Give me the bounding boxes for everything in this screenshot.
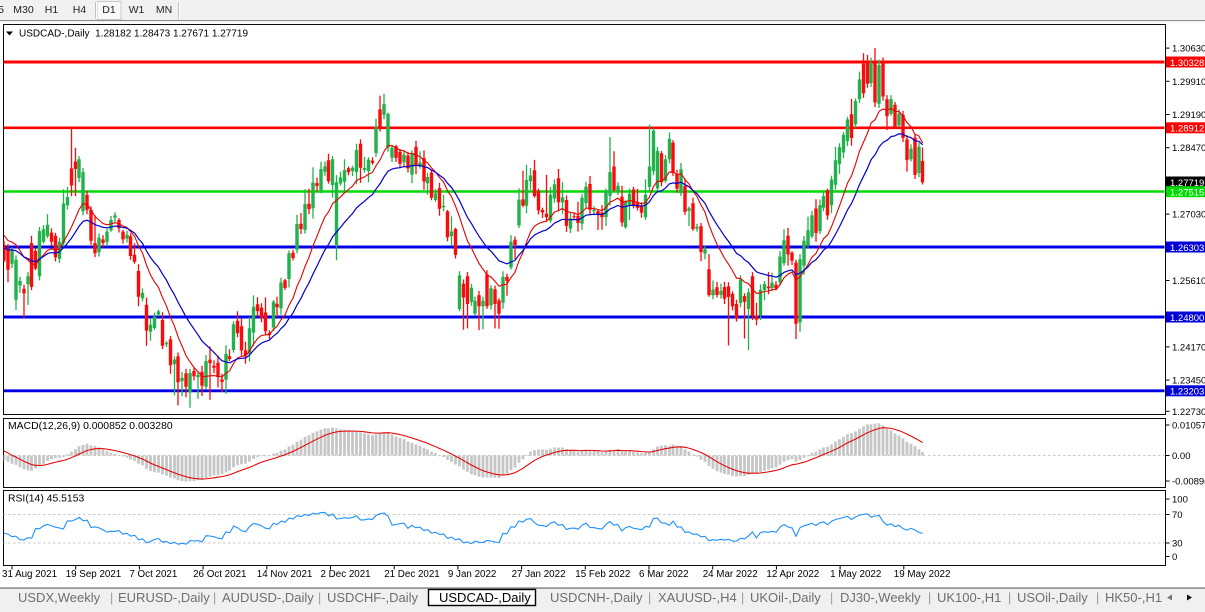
svg-text:1.27030: 1.27030 bbox=[1172, 210, 1205, 221]
svg-text:USDX,Weekly: USDX,Weekly bbox=[18, 590, 101, 605]
svg-text:USDCNH-,Daily: USDCNH-,Daily bbox=[550, 590, 643, 605]
svg-text:1 May 2022: 1 May 2022 bbox=[830, 569, 881, 580]
svg-text:1.28470: 1.28470 bbox=[1172, 143, 1205, 154]
svg-text:USDCAD-,Daily: USDCAD-,Daily bbox=[439, 590, 531, 605]
svg-text:USDCHF-,Daily: USDCHF-,Daily bbox=[327, 590, 419, 605]
svg-text:6 Mar 2022: 6 Mar 2022 bbox=[639, 569, 689, 580]
svg-text:|: | bbox=[318, 591, 321, 605]
svg-text:|: | bbox=[1008, 591, 1011, 605]
svg-text:USDCAD-,Daily 1.28182 1.28473: USDCAD-,Daily 1.28182 1.28473 1.27671 1.… bbox=[19, 29, 248, 40]
svg-text:9 Jan 2022: 9 Jan 2022 bbox=[448, 569, 496, 580]
svg-text:|: | bbox=[741, 591, 744, 605]
svg-text:21 Dec 2021: 21 Dec 2021 bbox=[384, 569, 440, 580]
svg-text:2 Dec 2021: 2 Dec 2021 bbox=[321, 569, 371, 580]
svg-text:DJ30-,Weekly: DJ30-,Weekly bbox=[840, 590, 921, 605]
svg-text:M30: M30 bbox=[13, 4, 34, 16]
svg-text:100: 100 bbox=[1172, 495, 1188, 506]
svg-text:|: | bbox=[1096, 591, 1099, 605]
svg-text:H4: H4 bbox=[73, 4, 87, 16]
svg-text:7 Oct 2021: 7 Oct 2021 bbox=[129, 569, 177, 580]
svg-text:XAUUSD-,H4: XAUUSD-,H4 bbox=[658, 590, 737, 605]
svg-text:1.29910: 1.29910 bbox=[1172, 77, 1205, 88]
svg-text:26 Oct 2021: 26 Oct 2021 bbox=[193, 569, 246, 580]
svg-text:UK100-,H1: UK100-,H1 bbox=[937, 590, 1001, 605]
svg-text:1.30328: 1.30328 bbox=[1170, 58, 1204, 69]
svg-text:27 Jan 2022: 27 Jan 2022 bbox=[512, 569, 566, 580]
svg-text:5: 5 bbox=[0, 4, 4, 16]
svg-text:|: | bbox=[110, 591, 113, 605]
svg-text:D1: D1 bbox=[102, 4, 116, 16]
svg-text:|: | bbox=[830, 591, 833, 605]
svg-text:1.27515: 1.27515 bbox=[1170, 188, 1204, 199]
svg-text:15 Feb 2022: 15 Feb 2022 bbox=[575, 569, 630, 580]
svg-text:0.010578: 0.010578 bbox=[1172, 421, 1205, 432]
svg-text:14 Nov 2021: 14 Nov 2021 bbox=[257, 569, 313, 580]
svg-text:12 Apr 2022: 12 Apr 2022 bbox=[766, 569, 819, 580]
svg-text:1.26303: 1.26303 bbox=[1170, 243, 1204, 254]
svg-text:EURUSD-,Daily: EURUSD-,Daily bbox=[118, 590, 210, 605]
svg-text:UKOil-,Daily: UKOil-,Daily bbox=[750, 590, 821, 605]
svg-text:-0.00896: -0.00896 bbox=[1172, 477, 1205, 488]
svg-text:19 Sep 2021: 19 Sep 2021 bbox=[66, 569, 122, 580]
svg-text:W1: W1 bbox=[129, 4, 145, 16]
svg-text:|: | bbox=[648, 591, 651, 605]
svg-text:1.25610: 1.25610 bbox=[1172, 276, 1205, 287]
svg-text:HK50-,H1: HK50-,H1 bbox=[1105, 590, 1162, 605]
svg-text:MN: MN bbox=[156, 4, 172, 16]
svg-text:USOil-,Daily: USOil-,Daily bbox=[1017, 590, 1088, 605]
svg-text:31 Aug 2021: 31 Aug 2021 bbox=[2, 569, 57, 580]
svg-text:MACD(12,26,9) 0.000852 0.00328: MACD(12,26,9) 0.000852 0.003280 bbox=[8, 421, 173, 432]
svg-text:0: 0 bbox=[1172, 552, 1177, 563]
svg-text:AUDUSD-,Daily: AUDUSD-,Daily bbox=[222, 590, 314, 605]
svg-text:RSI(14) 45.5153: RSI(14) 45.5153 bbox=[8, 494, 84, 505]
svg-text:1.28912: 1.28912 bbox=[1170, 124, 1204, 135]
svg-text:1.23450: 1.23450 bbox=[1172, 376, 1205, 387]
svg-text:0.00: 0.00 bbox=[1172, 451, 1191, 462]
svg-text:|: | bbox=[928, 591, 931, 605]
svg-text:30: 30 bbox=[1172, 539, 1183, 550]
svg-text:|: | bbox=[213, 591, 216, 605]
svg-text:1.29190: 1.29190 bbox=[1172, 110, 1205, 121]
svg-text:19 May 2022: 19 May 2022 bbox=[894, 569, 951, 580]
svg-text:1.30630: 1.30630 bbox=[1172, 44, 1205, 55]
svg-text:1.27719: 1.27719 bbox=[1170, 178, 1204, 189]
svg-text:1.24170: 1.24170 bbox=[1172, 342, 1205, 353]
svg-text:H1: H1 bbox=[45, 4, 59, 16]
svg-text:1.22730: 1.22730 bbox=[1172, 407, 1205, 418]
svg-text:70: 70 bbox=[1172, 510, 1183, 521]
svg-text:24 Mar 2022: 24 Mar 2022 bbox=[703, 569, 758, 580]
svg-text:1.23203: 1.23203 bbox=[1170, 387, 1204, 398]
svg-text:1.24800: 1.24800 bbox=[1170, 313, 1204, 324]
